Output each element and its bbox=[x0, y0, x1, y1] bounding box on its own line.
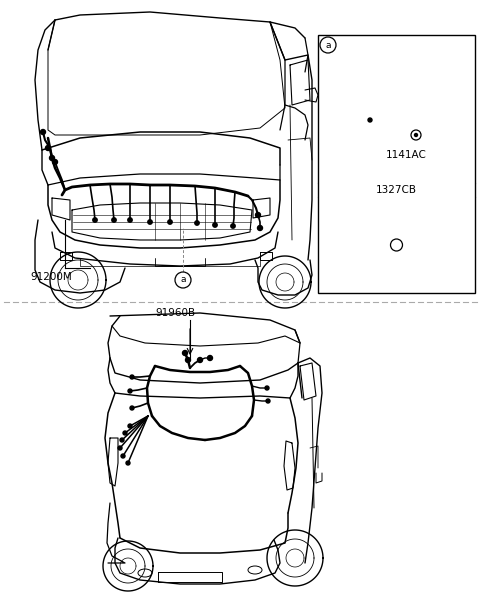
Circle shape bbox=[120, 438, 124, 442]
Circle shape bbox=[93, 218, 97, 222]
Circle shape bbox=[195, 221, 199, 225]
Circle shape bbox=[168, 220, 172, 224]
Circle shape bbox=[128, 424, 132, 428]
Circle shape bbox=[411, 130, 421, 140]
Circle shape bbox=[130, 375, 134, 379]
Circle shape bbox=[207, 356, 213, 361]
Circle shape bbox=[182, 350, 188, 356]
Circle shape bbox=[130, 406, 134, 410]
Text: a: a bbox=[180, 275, 186, 284]
Ellipse shape bbox=[248, 566, 262, 574]
Text: 91960B: 91960B bbox=[155, 308, 195, 318]
Circle shape bbox=[391, 239, 403, 251]
Circle shape bbox=[40, 129, 46, 135]
Circle shape bbox=[123, 431, 127, 435]
Circle shape bbox=[148, 220, 152, 224]
Circle shape bbox=[368, 118, 372, 122]
Circle shape bbox=[265, 386, 269, 390]
Ellipse shape bbox=[138, 569, 152, 577]
Circle shape bbox=[255, 213, 261, 217]
Circle shape bbox=[126, 461, 130, 465]
Circle shape bbox=[197, 358, 203, 362]
Circle shape bbox=[118, 446, 122, 450]
Circle shape bbox=[257, 225, 263, 231]
Bar bbox=[318, 35, 475, 293]
Circle shape bbox=[185, 358, 191, 362]
Circle shape bbox=[231, 224, 235, 228]
Circle shape bbox=[49, 155, 55, 161]
Text: 1327CB: 1327CB bbox=[376, 185, 417, 195]
Circle shape bbox=[46, 146, 50, 150]
Text: 1141AC: 1141AC bbox=[385, 150, 426, 160]
Circle shape bbox=[266, 399, 270, 403]
Circle shape bbox=[128, 218, 132, 222]
Text: 91200M: 91200M bbox=[30, 272, 72, 282]
Circle shape bbox=[213, 223, 217, 227]
Circle shape bbox=[415, 133, 418, 137]
Circle shape bbox=[175, 272, 191, 288]
Circle shape bbox=[320, 37, 336, 53]
Circle shape bbox=[112, 218, 116, 222]
Circle shape bbox=[52, 159, 58, 164]
Text: a: a bbox=[325, 40, 331, 50]
Circle shape bbox=[128, 389, 132, 393]
Circle shape bbox=[121, 454, 125, 458]
